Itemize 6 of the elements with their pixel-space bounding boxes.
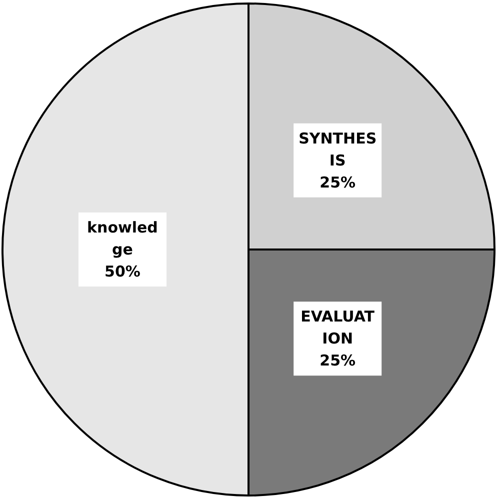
data-label: 50%	[104, 262, 140, 280]
data-label: 25%	[320, 173, 356, 192]
data-label: 25%	[320, 352, 356, 370]
slice-label: knowledge	[87, 218, 158, 258]
slice-label: SYNTHESIS	[298, 129, 377, 170]
slice-label: EVALUATION	[300, 308, 376, 348]
